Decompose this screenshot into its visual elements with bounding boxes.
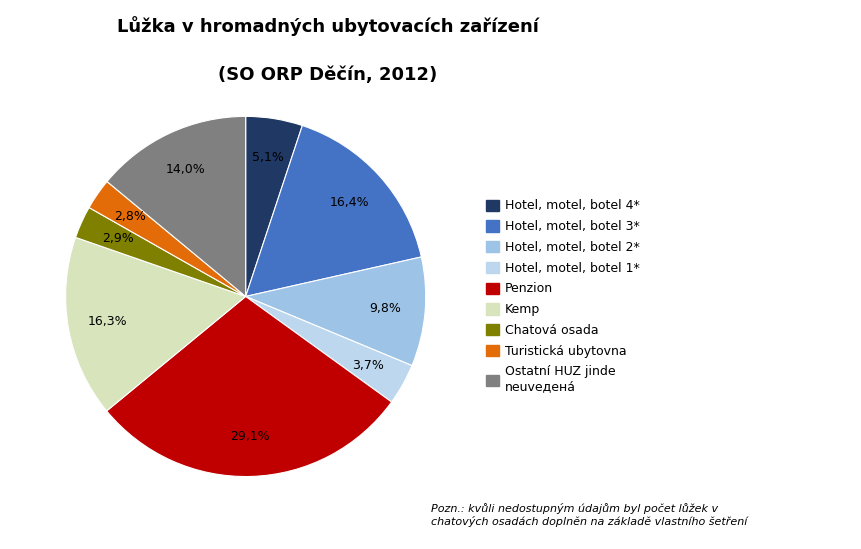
- Text: 9,8%: 9,8%: [369, 302, 401, 315]
- Wedge shape: [107, 116, 245, 296]
- Text: Lůžka v hromadných ubytovacích zařízení: Lůžka v hromadných ubytovacích zařízení: [116, 16, 538, 36]
- Text: 3,7%: 3,7%: [352, 358, 384, 372]
- Text: 16,4%: 16,4%: [330, 195, 369, 209]
- Text: 2,9%: 2,9%: [102, 232, 133, 245]
- Text: (SO ORP Děčín, 2012): (SO ORP Děčín, 2012): [218, 66, 437, 84]
- Wedge shape: [245, 257, 425, 366]
- Wedge shape: [245, 116, 302, 296]
- Wedge shape: [245, 126, 421, 296]
- Text: 5,1%: 5,1%: [251, 152, 283, 164]
- Text: 14,0%: 14,0%: [166, 163, 206, 176]
- Wedge shape: [89, 182, 245, 296]
- Wedge shape: [76, 208, 245, 296]
- Text: 2,8%: 2,8%: [114, 210, 146, 223]
- Text: 29,1%: 29,1%: [230, 430, 269, 444]
- Text: 16,3%: 16,3%: [88, 315, 127, 328]
- Legend: Hotel, motel, botel 4*, Hotel, motel, botel 3*, Hotel, motel, botel 2*, Hotel, m: Hotel, motel, botel 4*, Hotel, motel, bo…: [486, 199, 639, 394]
- Wedge shape: [107, 296, 391, 477]
- Text: Pozn.: kvůli nedostupným údajům byl počet lůžek v
chatových osadách doplněn na z: Pozn.: kvůli nedostupným údajům byl poče…: [430, 503, 746, 527]
- Wedge shape: [65, 237, 245, 411]
- Wedge shape: [245, 296, 412, 402]
